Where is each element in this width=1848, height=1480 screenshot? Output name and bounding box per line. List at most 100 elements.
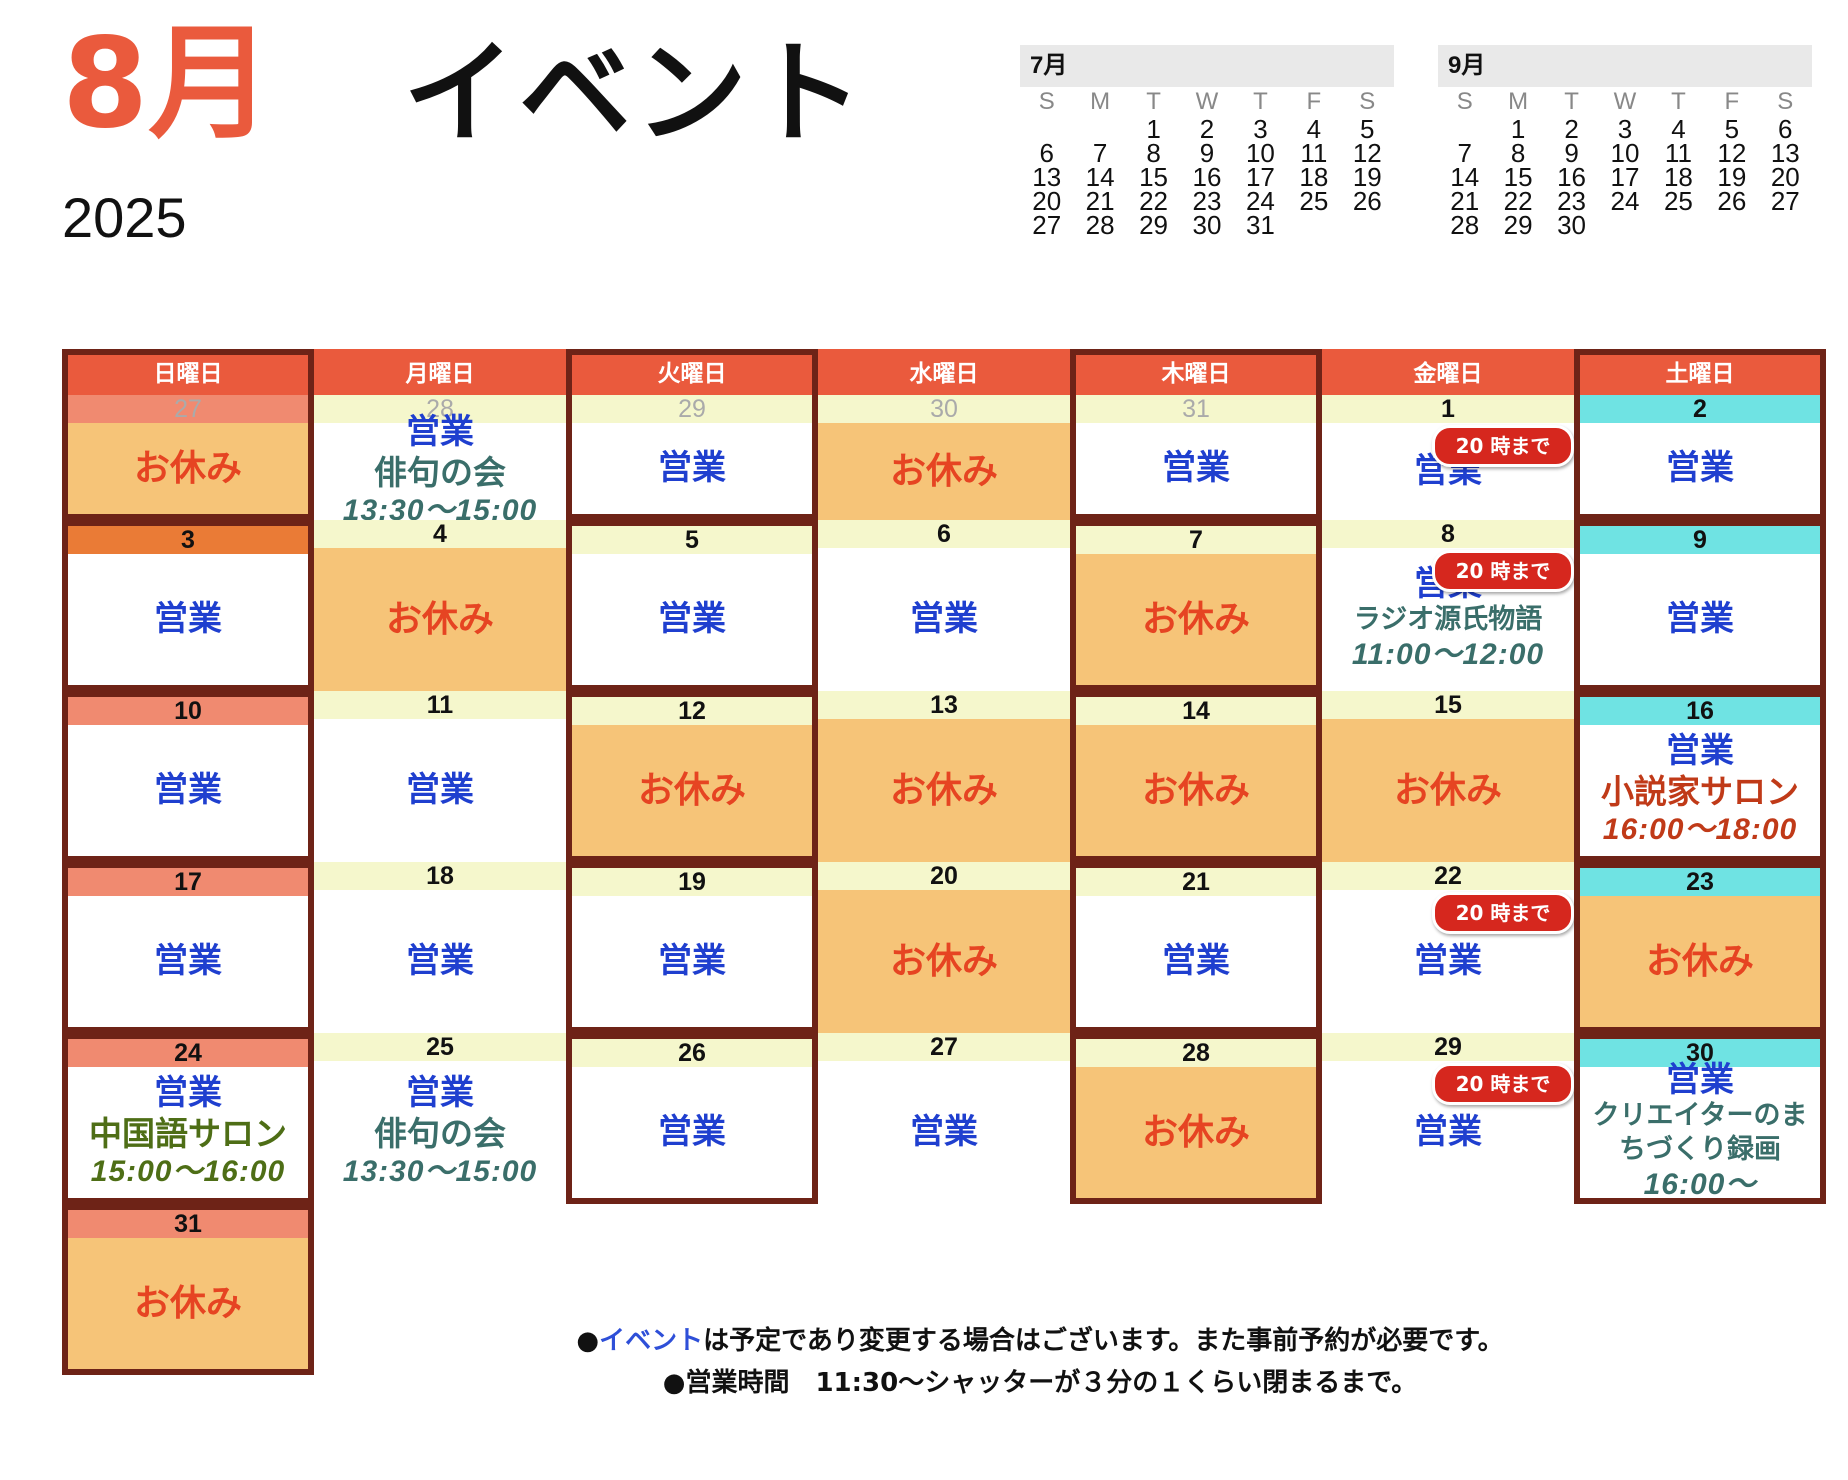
day-cell[interactable]: 15 お休み (1322, 691, 1574, 862)
closed-label: お休み (1141, 769, 1250, 811)
mini-day: 3 (1253, 114, 1268, 144)
open-label: 営業 (1414, 940, 1482, 981)
date-number: 18 (314, 862, 566, 890)
day-cell[interactable]: 26 営業 (566, 1033, 818, 1204)
mini-day: 2 (1199, 114, 1215, 144)
day-cell[interactable]: 18 営業 (314, 862, 566, 1033)
mini-day: 4 (1306, 114, 1322, 144)
mini-day: 15 (1139, 162, 1169, 192)
date-number: 19 (572, 868, 812, 896)
mini-day: 8 (1146, 138, 1161, 168)
day-cell[interactable]: 19 営業 (566, 862, 818, 1033)
date-number: 22 (1322, 862, 1574, 890)
weekday-header: 木曜日 (1070, 349, 1322, 395)
day-cell[interactable]: 17 営業 (62, 862, 314, 1033)
weekday-letter: S (1456, 88, 1473, 115)
day-cell[interactable]: 20 お休み (818, 862, 1070, 1033)
date-number: 8 (1322, 520, 1574, 548)
weekday-header: 日曜日 (62, 349, 314, 395)
mini-calendar-september: 9月 S M T W T F S 1 2 3 4 5 6 7 8 9 10 11 12 13 14 15 16… (1438, 45, 1812, 240)
day-body: 営業 (572, 1067, 812, 1198)
day-cell[interactable]: 5 営業 (566, 520, 818, 691)
mini-day: 21 (1085, 186, 1115, 216)
day-body: お休み (68, 423, 308, 514)
mini-day: 18 (1299, 162, 1329, 192)
mini-day: 29 (1139, 210, 1169, 240)
day-body: 営業 (68, 554, 308, 685)
day-cell[interactable]: 21 営業 (1070, 862, 1322, 1033)
open-label: 営業 (658, 447, 726, 488)
year-label: 2025 (62, 186, 187, 249)
event-time: 11:00〜12:00 (1351, 638, 1545, 672)
date-number: 9 (1580, 526, 1820, 554)
weekday-letter: S (1777, 88, 1794, 115)
day-cell[interactable]: 30 営業 クリエイターのま ちづくり録画 16:00〜 (1574, 1033, 1826, 1204)
date-number: 25 (314, 1033, 566, 1061)
closed-label: お休み (1141, 598, 1250, 640)
mini-day: 5 (1724, 114, 1740, 144)
weekday-letter: T (1146, 88, 1161, 115)
open-label: 営業 (1666, 598, 1734, 639)
day-cell[interactable]: 25 営業 俳句の会 13:30〜15:00 (314, 1033, 566, 1204)
mini-day: 25 (1299, 186, 1329, 216)
day-cell[interactable]: 12 お休み (566, 691, 818, 862)
day-body: 営業 (68, 725, 308, 856)
date-number: 2 (1580, 395, 1820, 423)
late-hours-badge: 20 時まで (1432, 425, 1574, 467)
date-number: 27 (68, 395, 308, 423)
mini-day: 22 (1503, 186, 1533, 216)
day-cell[interactable]: 23 お休み (1574, 862, 1826, 1033)
day-cell[interactable]: 27 営業 (818, 1033, 1070, 1204)
closed-label: お休み (385, 598, 494, 640)
day-cell[interactable]: 2 営業 (1574, 349, 1826, 520)
date-number: 30 (818, 395, 1070, 423)
mini-day: 13 (1032, 162, 1062, 192)
day-cell[interactable]: 13 お休み (818, 691, 1070, 862)
page-title: イベント (403, 29, 867, 159)
day-cell[interactable]: 28 営業 俳句の会 13:30〜15:00 (314, 395, 566, 527)
day-cell[interactable]: 24 営業 中国語サロン 15:00〜16:00 (62, 1033, 314, 1204)
day-cell[interactable]: 29 営業 (566, 349, 818, 520)
day-cell[interactable]: 11 営業 (314, 691, 566, 862)
weekday-letter: S (1038, 88, 1055, 115)
date-number: 15 (1322, 691, 1574, 719)
closed-label: お休み (1393, 769, 1502, 811)
mini-day: 23 (1557, 186, 1587, 216)
mini-calendar-title: 9月 (1438, 45, 1812, 87)
day-cell[interactable]: 31 お休み (62, 1204, 314, 1375)
date-number: 31 (1076, 395, 1316, 423)
weekday-letter: M (1090, 88, 1111, 115)
mini-day: 13 (1770, 138, 1800, 168)
weekday-header: 月曜日 (314, 349, 566, 395)
day-cell[interactable]: 30 お休み (818, 395, 1070, 520)
day-cell[interactable]: 29 営業 20 時まで (1322, 1033, 1574, 1204)
day-cell[interactable]: 31 営業 (1070, 349, 1322, 520)
closed-label: お休み (1645, 940, 1754, 982)
mini-day: 21 (1450, 186, 1480, 216)
date-number: 12 (572, 697, 812, 725)
day-body: 営業 俳句の会 13:30〜15:00 (314, 1061, 566, 1204)
day-cell[interactable]: 3 営業 (62, 520, 314, 691)
mini-day: 12 (1717, 138, 1747, 168)
day-body: 営業 (314, 890, 566, 1033)
day-cell[interactable]: 9 営業 (1574, 520, 1826, 691)
day-cell[interactable]: 27 お休み (62, 349, 314, 520)
mini-day: 29 (1503, 210, 1533, 240)
date-number: 30 (1580, 1039, 1820, 1067)
day-cell[interactable]: 28 お休み (1070, 1033, 1322, 1204)
closed-label: お休み (133, 447, 242, 489)
day-cell[interactable]: 4 お休み (314, 520, 566, 691)
day-cell[interactable]: 7 お休み (1070, 520, 1322, 691)
day-cell[interactable]: 6 営業 (818, 520, 1070, 691)
day-cell[interactable]: 16 営業 小説家サロン 16:00〜18:00 (1574, 691, 1826, 862)
day-cell[interactable]: 10 営業 (62, 691, 314, 862)
date-number: 29 (1322, 1033, 1574, 1061)
day-cell[interactable]: 22 営業 20 時まで (1322, 862, 1574, 1033)
date-number: 28 (314, 395, 566, 423)
day-cell[interactable]: 14 お休み (1070, 691, 1322, 862)
date-number: 5 (572, 526, 812, 554)
day-cell[interactable]: 1 営業 20 時まで (1322, 395, 1574, 520)
events-link[interactable]: イベント (599, 1326, 704, 1356)
mini-calendar-july: 7月 S M T W T F S 1 2 3 4 5 6 7 8 9 10 11 12 13 14 15 16… (1020, 45, 1394, 261)
